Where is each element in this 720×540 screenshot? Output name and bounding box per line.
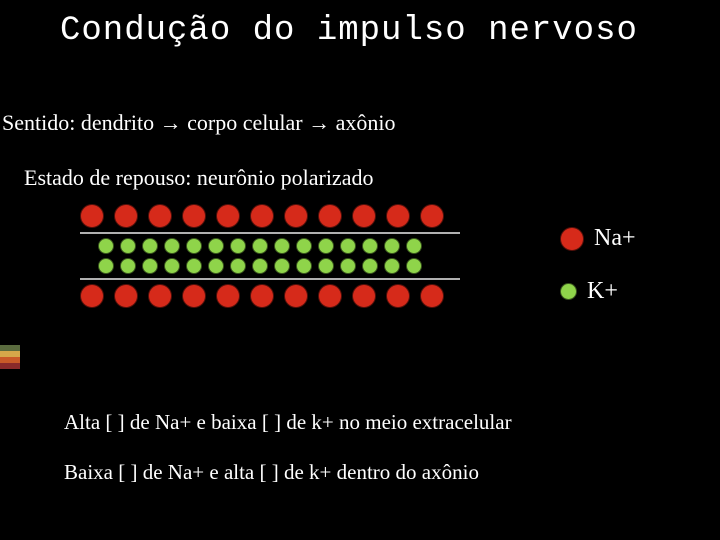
na-ion-icon [148, 204, 172, 228]
k-ion-icon [230, 238, 246, 254]
k-ion-icon [274, 238, 290, 254]
outer-ion-row [80, 204, 460, 228]
k-ion-icon [164, 258, 180, 274]
k-ion-icon [164, 238, 180, 254]
membrane-line [80, 278, 460, 280]
na-ion-icon [216, 284, 240, 308]
k-ion-icon [406, 258, 422, 274]
na-ion-icon [420, 204, 444, 228]
ion-diagram [80, 200, 460, 312]
k-ion-icon [120, 238, 136, 254]
k-ion-icon [230, 258, 246, 274]
direction-text: Sentido: dendrito → corpo celular → axôn… [2, 110, 395, 136]
na-ion-icon [352, 204, 376, 228]
resting-state-text: Estado de repouso: neurônio polarizado [24, 165, 373, 191]
footer-intracellular: Baixa [ ] de Na+ e alta [ ] de k+ dentro… [64, 460, 479, 485]
na-ion-icon [386, 284, 410, 308]
legend-k-label: K+ [587, 278, 618, 305]
legend-na-label: Na+ [594, 225, 636, 252]
k-ion-icon [252, 258, 268, 274]
k-ion-icon [208, 258, 224, 274]
inner-ion-row [98, 238, 460, 254]
k-ion-icon [340, 238, 356, 254]
k-swatch [560, 283, 577, 300]
k-ion-icon [384, 238, 400, 254]
k-ion-icon [186, 258, 202, 274]
na-ion-icon [318, 204, 342, 228]
k-ion-icon [406, 238, 422, 254]
na-ion-icon [250, 204, 274, 228]
na-ion-icon [80, 284, 104, 308]
k-ion-icon [252, 238, 268, 254]
na-ion-icon [182, 204, 206, 228]
k-ion-icon [318, 258, 334, 274]
na-ion-icon [420, 284, 444, 308]
na-ion-icon [284, 204, 308, 228]
na-ion-icon [114, 204, 138, 228]
k-ion-icon [274, 258, 290, 274]
left-accent-bar [0, 345, 20, 369]
footer-extracellular: Alta [ ] de Na+ e baixa [ ] de k+ no mei… [64, 410, 512, 435]
na-ion-icon [386, 204, 410, 228]
k-ion-icon [296, 238, 312, 254]
k-ion-icon [98, 258, 114, 274]
legend: Na+ K+ [560, 225, 636, 331]
na-ion-icon [114, 284, 138, 308]
legend-k: K+ [560, 278, 636, 305]
k-ion-icon [208, 238, 224, 254]
membrane-line [80, 232, 460, 234]
accent-segment [0, 363, 20, 369]
inner-ion-row [98, 258, 460, 274]
k-ion-icon [142, 258, 158, 274]
k-ion-icon [362, 238, 378, 254]
na-ion-icon [148, 284, 172, 308]
k-ion-icon [318, 238, 334, 254]
na-ion-icon [182, 284, 206, 308]
na-ion-icon [80, 204, 104, 228]
na-ion-icon [318, 284, 342, 308]
k-ion-icon [296, 258, 312, 274]
na-swatch [560, 227, 584, 251]
k-ion-icon [186, 238, 202, 254]
k-ion-icon [98, 238, 114, 254]
na-ion-icon [250, 284, 274, 308]
k-ion-icon [384, 258, 400, 274]
k-ion-icon [142, 238, 158, 254]
k-ion-icon [362, 258, 378, 274]
legend-na: Na+ [560, 225, 636, 252]
na-ion-icon [216, 204, 240, 228]
outer-ion-row [80, 284, 460, 308]
na-ion-icon [284, 284, 308, 308]
page-title: Condução do impulso nervoso [60, 12, 638, 50]
na-ion-icon [352, 284, 376, 308]
k-ion-icon [120, 258, 136, 274]
k-ion-icon [340, 258, 356, 274]
